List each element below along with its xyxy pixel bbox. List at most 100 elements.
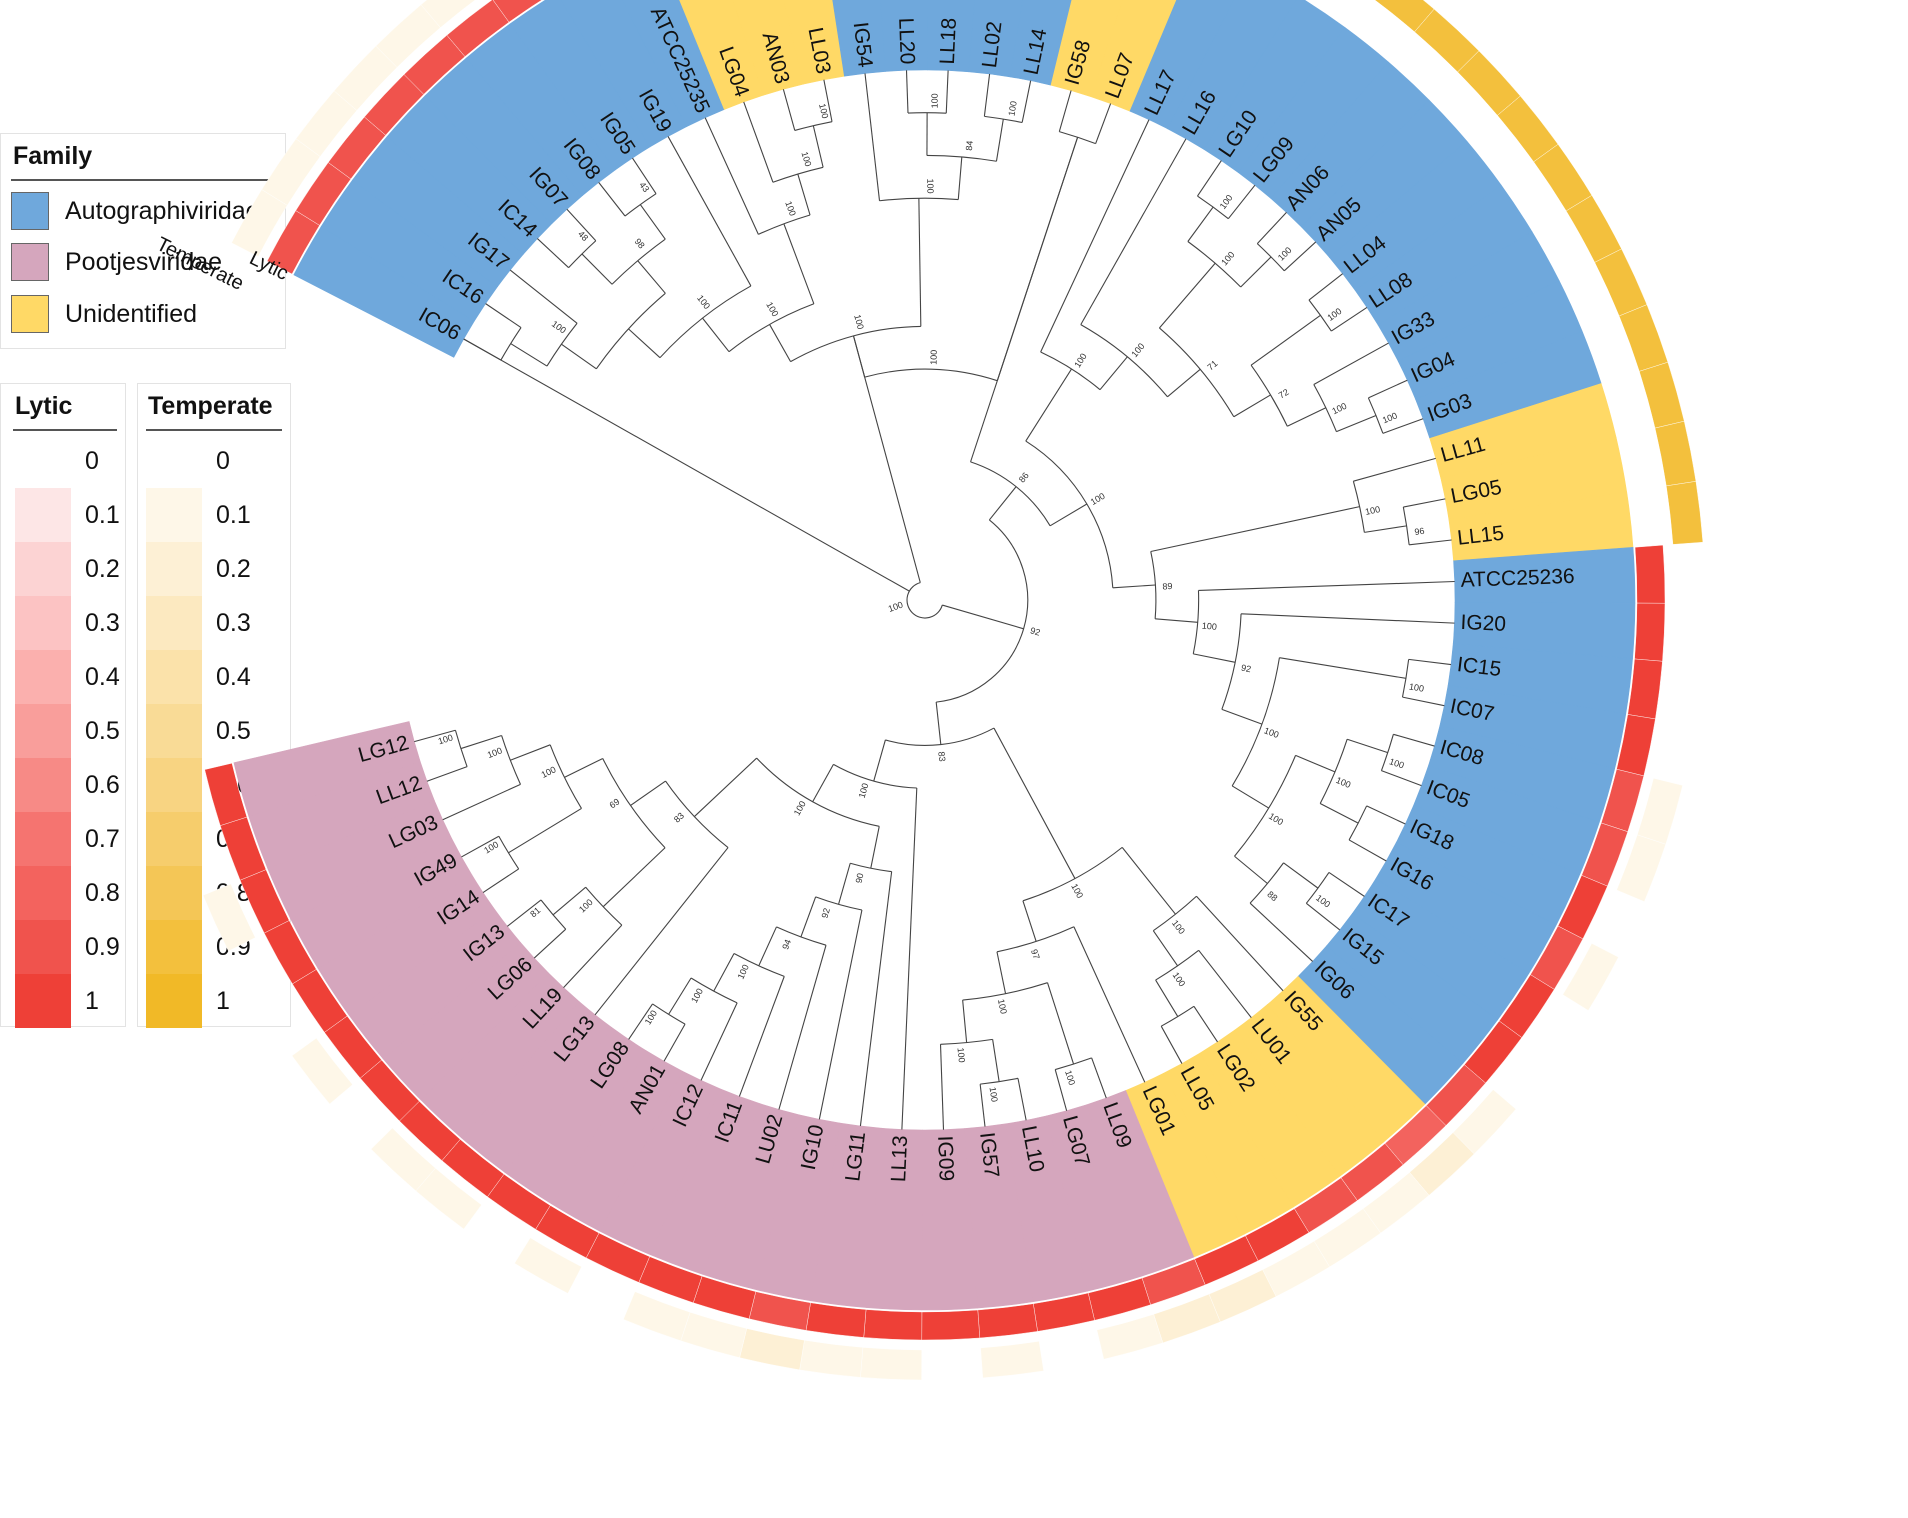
temperate-ring [202,0,1704,1381]
support-value: 100 [1388,756,1405,770]
branch-line [581,253,613,285]
lytic-scale-row: 0.2 [15,542,120,596]
support-value: 72 [1277,387,1291,401]
branch-line [1283,241,1317,272]
temperate-scale-swatch [146,974,202,1028]
branch-line [509,269,578,324]
branch-line [1393,733,1435,747]
family-legend-label: Unidentified [65,299,198,328]
tip-label: LL15 [1456,522,1505,550]
branch-line [561,343,597,370]
lytic-scale-row: 0.5 [15,704,120,758]
branch-line [1227,184,1256,219]
branch-line [704,117,759,235]
support-value: 100 [1171,970,1188,988]
branch-line [939,1044,945,1130]
branch-line [838,863,851,905]
lytic-scale-value: 0.3 [85,608,120,637]
support-value: 100 [1089,491,1107,507]
branch-line [1336,414,1377,433]
family-band [233,0,1636,1311]
autographiviridae-swatch [11,192,49,230]
branch-line [1021,80,1032,123]
branch-line [1233,394,1271,418]
pootjesviridae-swatch [11,243,49,281]
branch-arc [1159,327,1235,418]
temperate-scale-row: 0.1 [146,488,251,542]
branch-line [743,101,774,183]
lytic-scale-swatch [15,434,71,488]
temperate-ring-segment [1153,1293,1221,1344]
branch-line [1160,1025,1183,1064]
tip-label: IG54 [849,21,877,69]
branch-line [1121,847,1176,915]
branch-line [901,787,918,1130]
tree-branches [414,70,1455,1130]
lytic-scale-row: 0.9 [15,920,120,974]
branch-line [602,847,666,908]
lytic-ring [204,0,1666,1341]
temperate-ring-segment [1096,1314,1164,1360]
branch-line [533,928,567,959]
support-value: 100 [930,93,940,108]
branch-line [979,1084,986,1127]
lytic-scale-value: 1 [85,986,99,1015]
lytic-scale-row: 0.1 [15,488,120,542]
branch-line [988,486,1017,521]
lytic-scale-value: 0.7 [85,824,120,853]
branch-line [663,1023,686,1062]
branch-line [1408,658,1452,666]
support-value: 100 [1325,306,1343,323]
support-value: 100 [956,1047,967,1063]
temperate-ring-segment [202,883,256,952]
branch-line [700,1002,738,1081]
branch-line [812,125,824,168]
support-value: 100 [857,782,871,799]
branch-line [1409,539,1452,546]
branch-line [1295,754,1336,773]
branch-line [639,204,666,240]
branch-line [783,223,815,304]
branch-line [782,89,796,131]
family-legend-label: Autographiviridae [65,196,260,225]
support-value: 86 [1017,470,1031,484]
temperate-ring-segment [420,0,476,28]
support-value: 100 [925,179,935,194]
support-value: 100 [1069,882,1085,900]
branch-line [713,953,735,992]
temperate-scale-value: 0.4 [216,662,251,691]
support-value: 100 [987,1086,999,1102]
temperate-scale-value: 0.3 [216,608,251,637]
lytic-scale-row: 0.7 [15,812,120,866]
branch-line [918,198,922,327]
support-value: 100 [1218,193,1235,211]
family-legend-label: Pootjesviridae [65,247,223,276]
branch-line [818,909,863,1120]
branch-line [1366,805,1406,825]
lytic-ring-segment [921,1309,981,1341]
branch-line [632,157,657,194]
support-value: 100 [1063,1069,1077,1086]
temperate-scale-swatch [146,866,202,920]
lytic-scale-swatch [15,596,71,650]
lytic-scale-value: 0.6 [85,770,120,799]
support-value: 100 [1263,725,1281,740]
branch-line [1328,872,1365,897]
branch-line [510,744,551,761]
branch-arc [1022,846,1123,902]
branch-line [1240,256,1272,288]
support-value: 100 [1170,918,1187,936]
support-value: 100 [928,350,938,365]
support-value: 100 [1129,341,1146,359]
branch-line [996,137,1079,381]
branch-line [873,739,886,782]
branch-line [1403,498,1446,508]
support-value: 48 [576,229,590,243]
temperate-scale-swatch [146,596,202,650]
tip-label: LL13 [887,1135,912,1183]
temperate-ring-segment [1594,248,1648,317]
branch-line [1347,738,1388,754]
family-band-segment [233,721,421,817]
branch-line [797,173,811,216]
